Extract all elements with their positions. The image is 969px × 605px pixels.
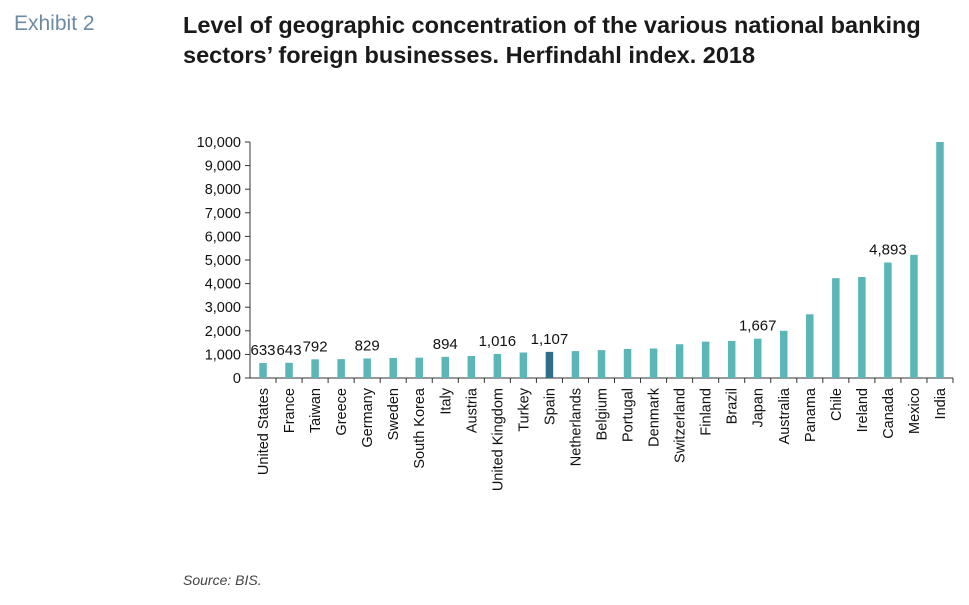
x-tick-label: Panama	[803, 387, 819, 442]
x-tick-label: Italy	[438, 387, 454, 414]
x-tick-label: Canada	[881, 387, 897, 439]
bar	[415, 357, 423, 378]
x-tick-label: Taiwan	[308, 388, 324, 433]
y-tick-label: 0	[233, 371, 241, 387]
bar	[806, 314, 814, 378]
bar	[311, 359, 319, 378]
x-tick-label: Switzerland	[673, 388, 689, 463]
bar	[259, 363, 267, 378]
x-tick-label: Chile	[829, 388, 845, 421]
data-label: 4,893	[869, 242, 907, 259]
bar	[675, 344, 684, 378]
bar	[727, 340, 736, 378]
data-label: 643	[277, 342, 302, 359]
bar	[858, 276, 866, 378]
y-tick-label: 4,000	[205, 277, 241, 293]
x-tick-label: Brazil	[725, 388, 741, 424]
y-tick-label: 6,000	[205, 229, 241, 245]
bar	[910, 254, 918, 378]
x-tick-label: Belgium	[595, 388, 611, 440]
x-tick-label: Denmark	[647, 387, 663, 447]
bar	[780, 330, 788, 378]
data-label: 1,107	[531, 331, 569, 348]
x-tick-label: Austria	[464, 387, 480, 433]
bar	[884, 262, 892, 378]
x-tick-label: Ireland	[855, 388, 871, 432]
bar	[363, 358, 371, 378]
source-note: Source: BIS.	[183, 572, 262, 588]
data-label: 829	[355, 337, 380, 354]
x-tick-label: Australia	[777, 387, 793, 444]
bar	[389, 357, 397, 378]
bar	[493, 354, 502, 378]
bar	[571, 351, 580, 378]
data-label: 894	[433, 336, 458, 353]
y-tick-label: 7,000	[205, 206, 241, 222]
chart-title: Level of geographic concentration of the…	[183, 12, 921, 68]
bar	[519, 352, 528, 378]
x-tick-label: Spain	[542, 388, 558, 425]
bar	[701, 341, 710, 378]
bar	[649, 348, 658, 378]
y-tick-label: 8,000	[205, 182, 241, 198]
data-label: 792	[303, 338, 328, 355]
x-tick-label: Turkey	[516, 387, 532, 432]
bar	[753, 338, 762, 378]
y-tick-label: 5,000	[205, 253, 241, 269]
x-tick-label: Mexico	[907, 388, 923, 434]
x-tick-label: Portugal	[621, 388, 637, 442]
bar	[936, 142, 944, 378]
x-tick-label: Finland	[699, 388, 715, 436]
x-tick-label: Japan	[751, 388, 767, 428]
y-tick-label: 2,000	[205, 324, 241, 340]
bar	[441, 356, 450, 378]
data-label: 1,016	[479, 333, 517, 350]
bar	[623, 348, 632, 378]
data-label: 633	[251, 342, 276, 359]
data-label: 1,667	[739, 318, 777, 335]
bar	[832, 278, 840, 378]
x-tick-label: Netherlands	[568, 388, 584, 466]
bar	[597, 350, 606, 378]
y-tick-label: 10,000	[197, 135, 241, 151]
x-tick-label: Greece	[334, 388, 350, 436]
x-tick-label: India	[933, 387, 949, 419]
x-tick-label: Germany	[360, 387, 376, 447]
x-tick-label: United States	[256, 388, 272, 475]
x-tick-label: Sweden	[386, 388, 402, 440]
x-tick-label: United Kingdom	[490, 388, 506, 491]
bar	[545, 351, 554, 378]
bar	[337, 359, 345, 378]
y-tick-label: 3,000	[205, 300, 241, 316]
y-tick-label: 9,000	[205, 159, 241, 175]
x-tick-label: South Korea	[412, 387, 428, 469]
bar	[285, 362, 293, 378]
exhibit-label: Exhibit 2	[14, 12, 95, 35]
bar	[467, 356, 476, 378]
x-tick-label: France	[282, 388, 298, 433]
y-tick-label: 1,000	[205, 347, 241, 363]
